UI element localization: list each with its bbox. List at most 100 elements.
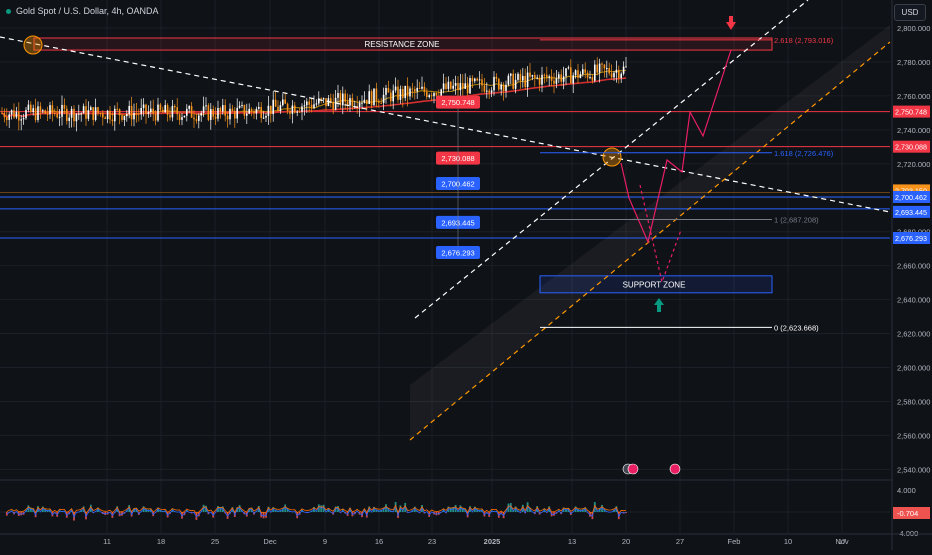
candle-body[interactable] (116, 109, 118, 110)
candle-body[interactable] (395, 87, 397, 91)
candle-body[interactable] (618, 70, 620, 78)
candle-body[interactable] (503, 85, 505, 91)
candle-body[interactable] (392, 90, 394, 101)
candle-body[interactable] (500, 85, 502, 90)
candle-body[interactable] (20, 119, 22, 120)
candle-body[interactable] (152, 109, 154, 114)
candle-body[interactable] (109, 111, 111, 120)
candle-body[interactable] (364, 100, 366, 103)
candle-body[interactable] (157, 105, 159, 121)
candle-body[interactable] (227, 116, 229, 120)
candle-body[interactable] (217, 108, 219, 119)
candle-body[interactable] (61, 105, 63, 117)
candle-body[interactable] (184, 116, 186, 117)
candle-body[interactable] (577, 70, 579, 78)
candle-body[interactable] (587, 73, 589, 78)
candle-body[interactable] (546, 75, 548, 78)
candle-body[interactable] (73, 109, 75, 121)
candle-body[interactable] (112, 120, 114, 122)
us-flag-icon[interactable] (670, 464, 680, 474)
candle-body[interactable] (560, 74, 562, 81)
candle-body[interactable] (270, 106, 272, 114)
candle-body[interactable] (95, 107, 97, 120)
candle-body[interactable] (59, 117, 61, 118)
candle-body[interactable] (47, 114, 49, 115)
candle-body[interactable] (414, 89, 416, 91)
candle-body[interactable] (296, 112, 298, 113)
candle-body[interactable] (337, 93, 339, 98)
candle-body[interactable] (64, 105, 66, 109)
candle-body[interactable] (464, 83, 466, 89)
candle-body[interactable] (361, 103, 363, 104)
candle-body[interactable] (371, 91, 373, 105)
candle-body[interactable] (460, 83, 462, 90)
candle-body[interactable] (599, 64, 601, 73)
candle-body[interactable] (416, 88, 418, 91)
candle-body[interactable] (428, 95, 430, 97)
candle-body[interactable] (203, 106, 205, 113)
candle-body[interactable] (481, 79, 483, 85)
candle-body[interactable] (148, 112, 150, 114)
candle-body[interactable] (133, 113, 135, 119)
candle-body[interactable] (388, 88, 390, 93)
candle-body[interactable] (282, 99, 284, 105)
candle-body[interactable] (88, 110, 90, 119)
candle-body[interactable] (368, 91, 370, 104)
candle-body[interactable] (325, 98, 327, 106)
candle-body[interactable] (455, 83, 457, 86)
candle-body[interactable] (56, 114, 58, 118)
candle-body[interactable] (529, 73, 531, 77)
candle-body[interactable] (306, 102, 308, 106)
candle-body[interactable] (568, 67, 570, 68)
candle-body[interactable] (625, 67, 627, 68)
candle-body[interactable] (400, 89, 402, 100)
candle-body[interactable] (344, 94, 346, 102)
candle-body[interactable] (606, 68, 608, 69)
candle-body[interactable] (1, 113, 3, 114)
candle-body[interactable] (54, 113, 56, 114)
candle-body[interactable] (570, 67, 572, 83)
candle-body[interactable] (222, 105, 224, 111)
candle-body[interactable] (522, 76, 524, 81)
candle-body[interactable] (604, 65, 606, 69)
candle-body[interactable] (32, 108, 34, 112)
candle-body[interactable] (196, 119, 198, 121)
candle-body[interactable] (167, 105, 169, 115)
candle-body[interactable] (44, 110, 46, 113)
candle-body[interactable] (376, 88, 378, 101)
candle-body[interactable] (397, 87, 399, 100)
candle-body[interactable] (308, 102, 310, 105)
candle-body[interactable] (565, 68, 567, 76)
candle-body[interactable] (352, 98, 354, 106)
candle-body[interactable] (40, 106, 42, 111)
candle-body[interactable] (620, 74, 622, 78)
candle-body[interactable] (320, 98, 322, 99)
candle-body[interactable] (162, 110, 164, 113)
candle-body[interactable] (402, 89, 404, 98)
candle-body[interactable] (580, 74, 582, 78)
candle-body[interactable] (436, 93, 438, 96)
symbol-title[interactable]: Gold Spot / U.S. Dollar, 4h, OANDA (6, 6, 159, 16)
candle-body[interactable] (52, 105, 54, 113)
candle-body[interactable] (383, 95, 385, 103)
candle-body[interactable] (220, 108, 222, 111)
candle-body[interactable] (138, 114, 140, 115)
candle-body[interactable] (200, 113, 202, 115)
candle-body[interactable] (272, 100, 274, 114)
candle-body[interactable] (85, 106, 87, 119)
candle-body[interactable] (313, 104, 315, 108)
candle-body[interactable] (169, 115, 171, 118)
candle-body[interactable] (90, 107, 92, 110)
candle-body[interactable] (145, 105, 147, 114)
candle-body[interactable] (385, 88, 387, 95)
candle-body[interactable] (498, 79, 500, 90)
candle-body[interactable] (536, 78, 538, 79)
candle-body[interactable] (584, 69, 586, 73)
candle-body[interactable] (155, 114, 157, 121)
candle-body[interactable] (198, 116, 200, 121)
candle-body[interactable] (260, 107, 262, 118)
candle-body[interactable] (68, 118, 70, 121)
candle-body[interactable] (472, 78, 474, 81)
candle-body[interactable] (462, 83, 464, 89)
candle-body[interactable] (11, 110, 13, 114)
